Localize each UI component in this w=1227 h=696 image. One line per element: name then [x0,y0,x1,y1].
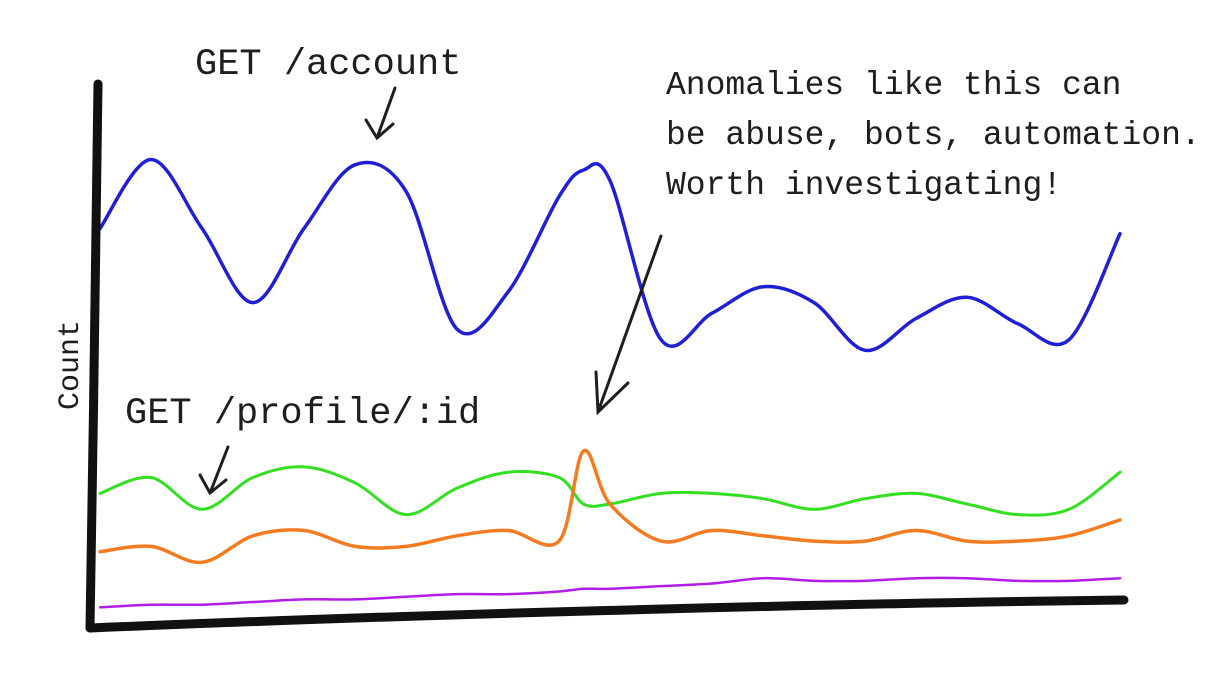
annotation-arrow [364,86,397,141]
annotation-arrow [594,234,663,416]
series-line [98,576,1122,609]
annotation-note-line: Worth investigating! [666,167,1062,204]
annotation-note-line: Anomalies like this can [666,67,1121,104]
annotation-arrow [198,445,230,496]
series-line [98,465,1122,517]
y-axis-label: Count [54,320,88,410]
annotation-note-line: be abuse, bots, automation. [666,117,1201,154]
y-axis [85,79,103,633]
x-axis [85,595,1129,633]
annotation: GET /profile/:id [125,393,480,435]
series-line [98,448,1122,565]
annotation: GET /account [195,44,461,86]
plot-lines [98,157,1122,609]
series-line [98,157,1122,353]
